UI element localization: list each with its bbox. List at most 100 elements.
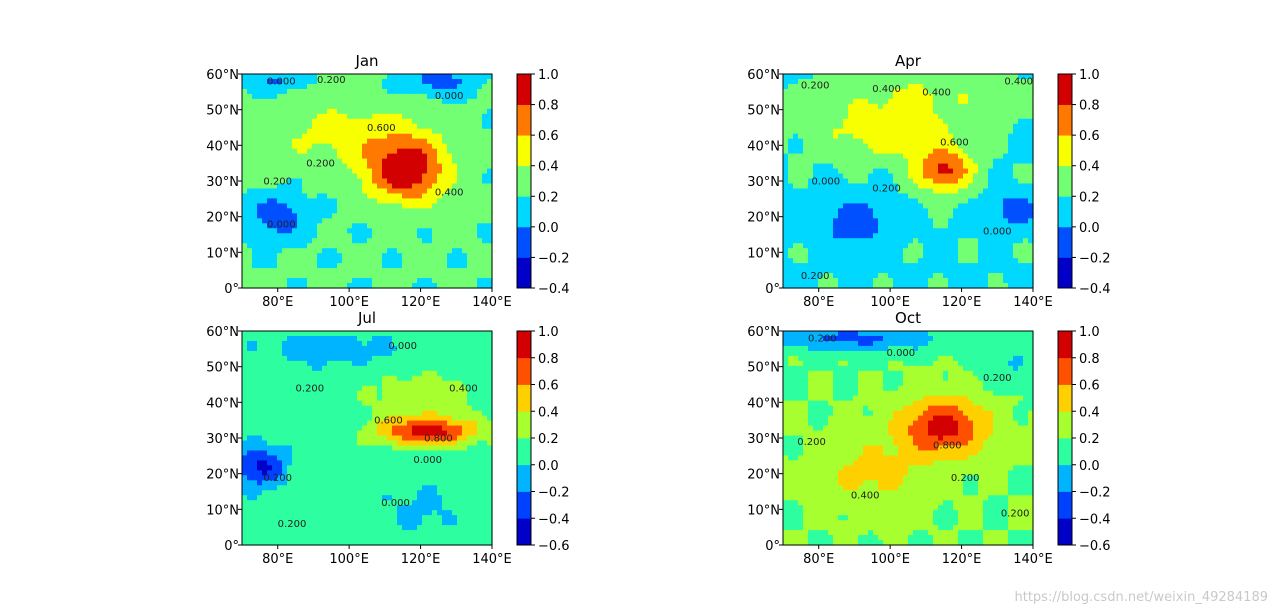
contour-cell: [437, 278, 443, 284]
contour-cell: [918, 163, 924, 170]
contour-cell: [818, 263, 824, 269]
contour-cell: [272, 213, 278, 219]
contour-cell: [387, 153, 393, 160]
contour-cell: [898, 238, 904, 244]
contour-cell: [848, 98, 854, 105]
contour-cell: [948, 193, 954, 200]
contour-cell: [322, 138, 328, 145]
contour-cell: [462, 188, 468, 195]
contour-cell: [923, 168, 929, 175]
contour-cell: [407, 168, 413, 175]
contour-cell: [462, 253, 468, 259]
contour-cell: [873, 163, 879, 170]
contour-cell: [282, 148, 288, 155]
contour-cell: [292, 123, 298, 130]
colorbar-tick-label: −0.4: [538, 282, 570, 297]
contour-cell: [888, 138, 894, 145]
contour-cell: [367, 208, 373, 214]
contour-cell: [783, 128, 789, 135]
contour-cell: [307, 133, 313, 140]
contour-cell: [342, 258, 348, 264]
contour-cell: [953, 78, 959, 85]
contour-cell: [913, 243, 919, 249]
contour-cell: [382, 74, 388, 80]
contour-cell: [372, 93, 378, 100]
contour-cell: [342, 238, 348, 244]
contour-cell: [402, 263, 408, 269]
contour-cell: [903, 263, 909, 269]
contour-cell: [277, 253, 283, 259]
contour-cell: [482, 138, 488, 145]
contour-cell: [943, 78, 949, 85]
contour-cell: [988, 98, 994, 105]
contour-cell: [783, 93, 789, 100]
contour-cell: [823, 83, 829, 90]
contour-cell: [387, 218, 393, 224]
contour-cell: [462, 355, 468, 362]
contour-cell: [1008, 248, 1014, 254]
contour-cell: [282, 168, 288, 175]
contour-cell: [783, 103, 789, 110]
contour-cell: [292, 228, 298, 234]
contour-cell: [442, 273, 448, 279]
contour-cell: [1003, 198, 1009, 204]
contour-cell: [933, 108, 939, 115]
contour-cell: [427, 350, 433, 357]
contour-cell: [347, 143, 353, 150]
contour-cell: [933, 128, 939, 135]
contour-cell: [948, 223, 954, 229]
contour-cell: [387, 263, 393, 269]
contour-cell: [262, 340, 268, 347]
contour-cell: [362, 163, 368, 170]
contour-cell: [272, 340, 278, 347]
contour-cell: [377, 78, 383, 85]
contour-cell: [282, 213, 288, 219]
contour-cell: [307, 273, 313, 279]
contour-cell: [943, 74, 949, 80]
contour-cell: [407, 253, 413, 259]
contour-cell: [908, 203, 914, 209]
contour-cell: [843, 263, 849, 269]
contour-cell: [903, 113, 909, 120]
contour-cell: [407, 273, 413, 279]
contour-cell: [322, 74, 328, 80]
contour-cell: [963, 93, 969, 100]
contour-cell: [262, 278, 268, 284]
contour-cell: [1023, 208, 1029, 214]
contour-cell: [958, 228, 964, 234]
contour-cell: [442, 178, 448, 185]
contour-cell: [242, 78, 248, 85]
contour-cell: [938, 83, 944, 90]
contour-cell: [252, 83, 258, 90]
contour-cell: [983, 203, 989, 209]
contour-cell: [1023, 238, 1029, 244]
contour-cell: [798, 258, 804, 264]
contour-cell: [332, 78, 338, 85]
contour-cell: [813, 103, 819, 110]
contour-cell: [903, 183, 909, 190]
contour-cell: [297, 133, 303, 140]
contour-cell: [412, 88, 418, 95]
contour-cell: [472, 350, 478, 357]
contour-cell: [247, 163, 253, 170]
contour-cell: [362, 193, 368, 200]
contour-cell: [332, 365, 338, 372]
contour-cell: [487, 133, 493, 140]
contour-cell: [788, 173, 794, 180]
contour-cell: [818, 173, 824, 180]
contour-cell: [808, 78, 814, 85]
contour-cell: [938, 143, 944, 150]
contour-cell: [467, 113, 473, 120]
contour-cell: [1023, 283, 1029, 289]
contour-cell: [793, 153, 799, 160]
contour-cell: [878, 148, 884, 155]
contour-cell: [402, 123, 408, 130]
contour-cell: [342, 93, 348, 100]
contour-cell: [993, 173, 999, 180]
contour-cell: [803, 283, 809, 289]
contour-cell: [317, 78, 323, 85]
contour-cell: [487, 365, 493, 372]
contour-cell: [247, 370, 253, 377]
contour-cell: [382, 345, 388, 352]
x-tick-label: 100°E: [329, 295, 369, 310]
